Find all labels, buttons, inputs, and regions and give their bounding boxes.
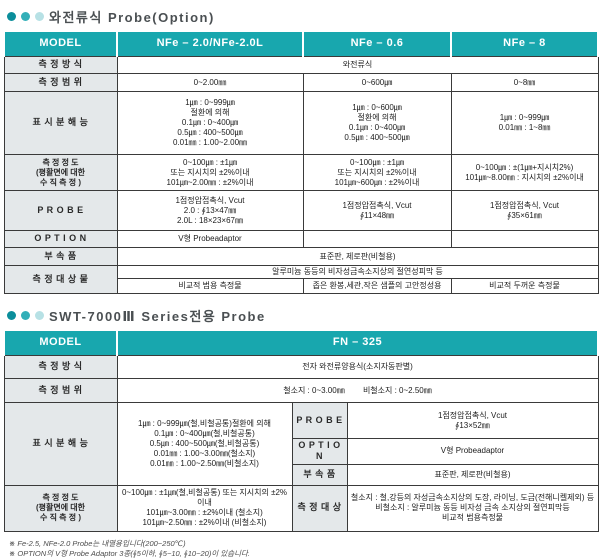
method-value: 전자 와전류양용식(소지자동판별) [117, 356, 598, 379]
table1-col-nfe06-header: NFe – 0.6 [303, 31, 451, 57]
table1-row-target-common: 측 정 대 상 물 알루미늄 동등의 비자성금속소지상의 절연성피막 등 [4, 266, 598, 279]
accessory-value: 표준판, 제로판(비철용) [117, 248, 598, 266]
table1-row-option: O P T I O N V형 Probeadaptor [4, 231, 598, 248]
resolution-label: 표 시 분 해 능 [4, 403, 117, 486]
range-value: 철소지 : 0~3.00㎜ 비철소지 : 0~2.50㎜ [117, 379, 598, 403]
target-common: 알루미늄 동등의 비자성금속소지상의 절연성피막 등 [117, 266, 598, 279]
table1-col-nfe20-header: NFe – 2.0/NFe-2.0L [117, 31, 303, 57]
range-nfe20: 0~2.00㎜ [117, 74, 303, 92]
accessory-label: 부 속 품 [4, 248, 117, 266]
table1-model-header: MODEL [4, 31, 117, 57]
section1-title-text: 와전류식 Probe(Option) [49, 7, 215, 26]
footnote-heat-resistance: ※ Fe-2.5, NFe-2.0 Probe는 내열용입니다(200~250℃… [9, 539, 597, 550]
table1-row-range: 측 정 범 위 0~2.00㎜ 0~600㎛ 0~8㎜ [4, 74, 598, 92]
bullet-icon [35, 311, 44, 320]
section2-title-text: SWT-7000Ⅲ Series전용 Probe [49, 306, 266, 325]
bullet-icon [7, 12, 16, 21]
table1-col-nfe8-header: NFe – 8 [451, 31, 598, 57]
section1-title: 와전류식 Probe(Option) [7, 7, 597, 26]
range-ferrous: 철소지 : 0~3.00㎜ [283, 386, 344, 396]
range-label: 측 정 범 위 [4, 74, 117, 92]
method-label: 측 정 방 식 [4, 356, 117, 379]
range-label: 측 정 범 위 [4, 379, 117, 403]
bullet-icon [21, 311, 30, 320]
table2-header-row: MODEL FN – 325 [4, 330, 598, 356]
resolution-label: 표 시 분 해 능 [4, 92, 117, 155]
table2-row-method: 측 정 방 식 전자 와전류양용식(소지자동판별) [4, 356, 598, 379]
table1-header-row: MODEL NFe – 2.0/NFe-2.0L NFe – 0.6 NFe –… [4, 31, 598, 57]
option-nfe20: V형 Probeadaptor [117, 231, 303, 248]
table1-row-method: 측 정 방 식 와전류식 [4, 57, 598, 74]
option-label: O P T I O N [292, 439, 347, 465]
target-nfe8: 비교적 두꺼운 측정물 [451, 279, 598, 294]
option-label: O P T I O N [4, 231, 117, 248]
bullet-icon [21, 12, 30, 21]
accessory-value: 표준판, 제로판(비철용) [347, 464, 598, 485]
eddy-current-probe-table: MODEL NFe – 2.0/NFe-2.0L NFe – 0.6 NFe –… [3, 30, 599, 294]
target-nfe06: 좁은 환봉,세관,작은 샘플의 고안정성용 [303, 279, 451, 294]
accessory-label: 부 속 품 [292, 464, 347, 485]
table2-row-range: 측 정 범 위 철소지 : 0~3.00㎜ 비철소지 : 0~2.50㎜ [4, 379, 598, 403]
option-nfe8 [451, 231, 598, 248]
probe-label: P R O B E [292, 403, 347, 439]
option-value: V형 Probeadaptor [347, 439, 598, 465]
swt7000-probe-table: MODEL FN – 325 측 정 방 식 전자 와전류양용식(소지자동판별)… [3, 329, 599, 532]
table1-row-accessory: 부 속 품 표준판, 제로판(비철용) [4, 248, 598, 266]
bullet-icon [35, 12, 44, 21]
target-nfe20: 비교적 범용 측정물 [117, 279, 303, 294]
probe-nfe06: 1점정압접촉식, Vcut∮11×48㎜ [303, 191, 451, 231]
method-value: 와전류식 [117, 57, 598, 74]
bullet-icon [7, 311, 16, 320]
table2-model-header: MODEL [4, 330, 117, 356]
footnotes: ※ Fe-2.5, NFe-2.0 Probe는 내열용입니다(200~250℃… [9, 539, 597, 560]
range-nonferrous: 비철소지 : 0~2.50㎜ [363, 386, 432, 396]
target-label: 측 정 대 상 물 [4, 266, 117, 294]
footnote-v-adaptor: ※ OPTION의 V형 Probe Adaptor 3종(∮5이하, ∮5~1… [9, 549, 597, 560]
accuracy-nfe8: 0~100㎛ : ±(1㎛+지시치2%)101㎛~8.00㎜ : 지시치의 ±2… [451, 155, 598, 191]
range-nfe8: 0~8㎜ [451, 74, 598, 92]
table2-fn325-header: FN – 325 [117, 330, 598, 356]
method-label: 측 정 방 식 [4, 57, 117, 74]
probe-label: P R O B E [4, 191, 117, 231]
range-nfe06: 0~600㎛ [303, 74, 451, 92]
probe-value: 1점정압접촉식, Vcut∮13×52㎜ [347, 403, 598, 439]
section2-title: SWT-7000Ⅲ Series전용 Probe [7, 306, 597, 325]
probe-nfe8: 1점정압접촉식, Vcut∮35×61㎜ [451, 191, 598, 231]
option-nfe06 [303, 231, 451, 248]
